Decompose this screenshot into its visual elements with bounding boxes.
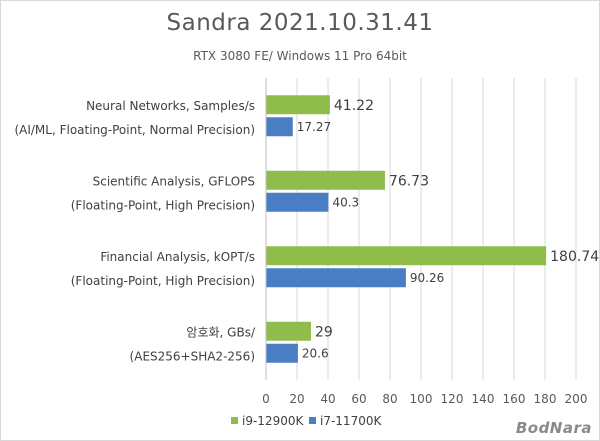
bar-i9-12900k xyxy=(266,170,385,190)
category-label: 암호화, GBs/ xyxy=(186,325,256,339)
x-tick-label: 20 xyxy=(289,392,304,406)
category-label: Scientific Analysis, GFLOPS xyxy=(93,174,255,188)
legend-label: i9-12900K xyxy=(242,414,304,428)
data-label: 180.74 xyxy=(550,249,599,265)
watermark-logo: BodNara xyxy=(515,419,592,437)
legend-swatch xyxy=(309,417,316,424)
x-tick-label: 60 xyxy=(351,392,366,406)
data-label: 76.73 xyxy=(389,173,429,189)
category-label: Neural Networks, Samples/s xyxy=(86,99,255,113)
category-label: (Floating-Point, High Precision) xyxy=(71,198,255,212)
x-tick-label: 0 xyxy=(262,392,270,406)
x-tick-label: 120 xyxy=(441,392,464,406)
x-tick-label: 200 xyxy=(565,392,588,406)
x-tick-label: 140 xyxy=(472,392,495,406)
data-label: 17.27 xyxy=(297,120,331,134)
bar-i7-11700k xyxy=(266,268,406,288)
legend-label: i7-11700K xyxy=(320,414,382,428)
bar-i7-11700k xyxy=(266,343,298,363)
chart-title: Sandra 2021.10.31.41 xyxy=(166,10,434,36)
x-tick-label: 100 xyxy=(410,392,433,406)
category-label: (AI/ML, Floating-Point, Normal Precision… xyxy=(14,123,255,137)
data-label: 90.26 xyxy=(410,271,444,285)
bar-i9-12900k xyxy=(266,246,547,266)
data-label: 20.6 xyxy=(302,346,329,360)
data-label: 40.3 xyxy=(332,195,359,209)
data-label: 29 xyxy=(315,324,333,340)
bar-i9-12900k xyxy=(266,95,330,115)
x-tick-label: 80 xyxy=(382,392,397,406)
category-label: (AES256+SHA2-256) xyxy=(130,349,255,363)
category-label: Financial Analysis, kOPT/s xyxy=(100,250,255,264)
bar-i7-11700k xyxy=(266,117,293,137)
category-label: (Floating-Point, High Precision) xyxy=(71,274,255,288)
x-tick-label: 180 xyxy=(534,392,557,406)
x-tick-label: 160 xyxy=(503,392,526,406)
chart-subtitle: RTX 3080 FE/ Windows 11 Pro 64bit xyxy=(193,49,407,63)
legend-swatch xyxy=(231,417,238,424)
bar-i9-12900k xyxy=(266,321,311,341)
bar-i7-11700k xyxy=(266,192,329,212)
data-label: 41.22 xyxy=(334,98,374,114)
x-tick-label: 40 xyxy=(320,392,335,406)
